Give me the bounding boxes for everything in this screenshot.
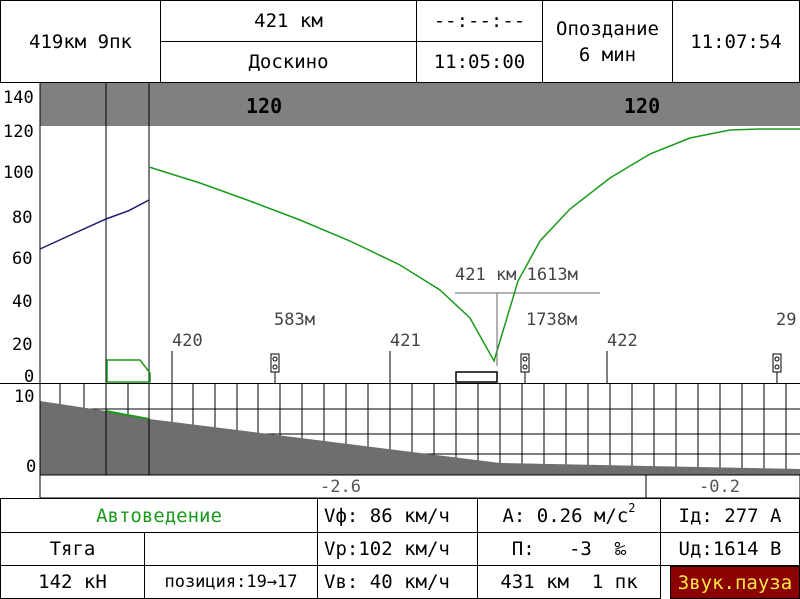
signal-icon-2	[520, 353, 530, 383]
slope-display: П: -3 ‰	[477, 532, 661, 566]
y-tick-100: 100	[3, 163, 34, 183]
clock-text: 11:07:54	[690, 30, 782, 53]
distance-label-1: 583м	[274, 310, 315, 330]
gradient-value-1: -2.6	[320, 477, 361, 497]
slope-text: П: -3 ‰	[511, 538, 627, 560]
station-text: Доскино	[248, 51, 329, 73]
vb-text: Vв: 40 км/ч	[324, 571, 450, 593]
current-text: Iд: 277 А	[678, 504, 782, 527]
y-tick-140: 140	[3, 88, 34, 108]
speed-limit-band	[40, 83, 800, 126]
location-text: 419км 9пк	[29, 30, 132, 53]
profile-area	[40, 401, 800, 475]
force-text: 142 кН	[38, 571, 107, 593]
vf-text: Vф: 86 км/ч	[324, 504, 450, 527]
recommended-speed: Vр:102 км/ч	[317, 532, 478, 566]
traction-empty-cell	[144, 532, 318, 566]
profile-y-tick-10: 10	[14, 387, 34, 407]
motor-current: Iд: 277 А	[660, 498, 800, 533]
speed-curve	[148, 128, 800, 363]
km-marker-422: 422	[607, 331, 638, 351]
y-tick-20: 20	[12, 335, 32, 355]
mode-text: Автоведение	[96, 504, 222, 527]
scheduled-time-text: 11:05:00	[433, 51, 526, 73]
controller-position: позиция:19→17	[144, 565, 318, 599]
y-tick-60: 60	[12, 249, 32, 269]
delay-value: 6 мин	[578, 43, 637, 66]
vr-text: Vр:102 км/ч	[324, 538, 450, 560]
signal-icon-3	[772, 353, 782, 383]
y-tick-80: 80	[12, 208, 32, 228]
traction-mode-text: Тяга	[49, 538, 96, 560]
y-tick-120: 120	[3, 122, 34, 142]
speed-limit-right: 120	[624, 94, 660, 118]
time-dashes-text: --:--:--	[433, 10, 526, 32]
scheduled-time: 11:05:00	[416, 41, 543, 83]
location-display: 419км 9пк	[0, 0, 161, 83]
track-profile-chart: 10 0 -2.6 -0.2	[0, 383, 800, 498]
voltage-text: Uд:1614 В	[678, 538, 782, 560]
km-marker-29: 29	[776, 310, 796, 330]
station-display: Доскино	[160, 41, 417, 83]
gradient-bar	[39, 474, 800, 498]
odometer-text: 431 км 1 пк	[500, 571, 638, 593]
signal-icon-1	[270, 353, 280, 383]
station-platform-icon	[455, 371, 498, 383]
profile-train-segment	[105, 410, 150, 420]
y-tick-0: 0	[24, 367, 34, 383]
delay-label: Опоздание	[556, 17, 659, 40]
speed-chart-bg	[0, 83, 800, 383]
acceleration-exponent: 2	[628, 501, 636, 516]
delay-display: Опоздание 6 мин	[542, 0, 673, 83]
force-display: 142 кН	[0, 565, 145, 599]
clock-display: 11:07:54	[672, 0, 800, 83]
acceleration-value: A: 0.26 м/с	[502, 504, 629, 527]
target-speed: Vв: 40 км/ч	[317, 565, 478, 599]
speed-limit-left: 120	[246, 94, 282, 118]
profile-y-tick-0: 0	[26, 457, 36, 477]
sound-pause-button[interactable]: Звук.пауза	[670, 566, 800, 599]
speed-chart: 140 120 100 80 60 40 20 0 120 120 421 км…	[0, 83, 800, 383]
actual-speed-curve	[39, 199, 150, 250]
distance-display: 421 км	[160, 0, 417, 42]
odometer-display: 431 км 1 пк	[477, 565, 661, 599]
gradient-value-2: -0.2	[699, 477, 740, 497]
y-tick-40: 40	[12, 292, 32, 312]
train-icon	[106, 359, 151, 383]
motor-voltage: Uд:1614 В	[660, 532, 800, 566]
km-marker-421: 421	[390, 331, 421, 351]
target-label: 421 км 1613м	[455, 265, 578, 285]
mode-display: Автоведение	[0, 498, 318, 533]
position-text: позиция:19→17	[164, 572, 298, 592]
actual-speed: Vф: 86 км/ч	[317, 498, 478, 533]
km-marker-420: 420	[172, 331, 203, 351]
acceleration-display: A: 0.26 м/с2	[477, 498, 661, 533]
distance-label-2: 1738м	[526, 310, 577, 330]
time-placeholder: --:--:--	[416, 0, 543, 42]
sound-pause-label: Звук.пауза	[677, 571, 793, 594]
traction-mode: Тяга	[0, 532, 145, 566]
acceleration-text: A: 0.26 м/с2	[502, 502, 635, 527]
distance-text: 421 км	[254, 10, 323, 32]
